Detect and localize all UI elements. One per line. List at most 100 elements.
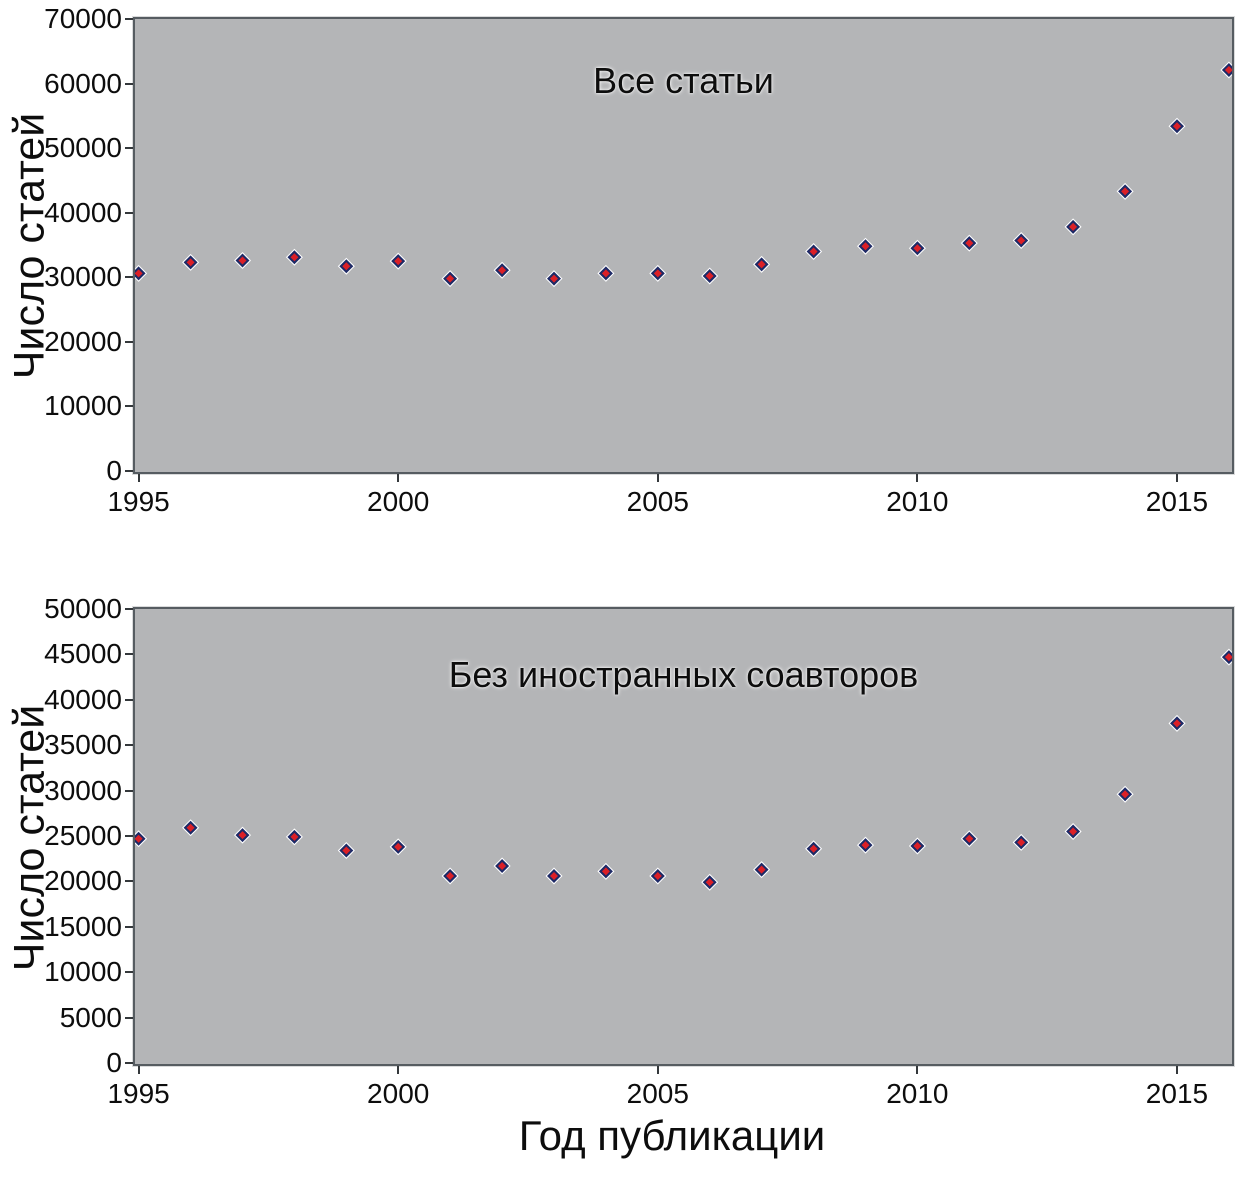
data-point-2008 bbox=[805, 243, 823, 260]
y-tick-mark bbox=[125, 789, 133, 792]
data-point-2002 bbox=[493, 261, 511, 279]
x-tick-label: 1995 bbox=[107, 486, 170, 517]
data-point-1999 bbox=[337, 257, 355, 275]
chart-title-bottom: Без иностранных соавторов bbox=[448, 654, 919, 695]
y-tick-mark bbox=[125, 340, 133, 343]
x-tick-mark bbox=[916, 1066, 919, 1074]
y-tick-mark bbox=[125, 1016, 133, 1019]
y-tick-mark bbox=[125, 608, 133, 610]
y-tick-label: 45000 bbox=[44, 638, 122, 670]
data-point-2005 bbox=[649, 867, 667, 885]
y-tick-mark bbox=[125, 211, 133, 214]
data-point-2015 bbox=[1168, 714, 1186, 732]
data-point-2014 bbox=[1116, 182, 1134, 200]
y-tick-label: 40000 bbox=[44, 196, 122, 228]
y-tick-mark bbox=[125, 698, 133, 701]
y-tick-mark bbox=[125, 470, 133, 472]
y-tick-label: 5000 bbox=[59, 1001, 122, 1033]
data-point-2009 bbox=[857, 836, 874, 854]
data-point-2005 bbox=[649, 264, 667, 282]
y-tick-mark bbox=[125, 971, 133, 974]
data-point-2016 bbox=[1220, 648, 1232, 666]
data-point-2013 bbox=[1064, 823, 1082, 840]
x-tick-label: 2005 bbox=[626, 486, 689, 517]
data-point-2006 bbox=[701, 873, 719, 891]
data-point-2009 bbox=[857, 237, 874, 255]
y-tick-label: 15000 bbox=[44, 910, 122, 942]
x-tick-label: 2000 bbox=[367, 486, 430, 517]
x-tick-label: 2010 bbox=[886, 486, 949, 517]
data-point-2006 bbox=[701, 267, 719, 285]
data-point-2003 bbox=[545, 270, 563, 288]
data-point-1997 bbox=[234, 826, 251, 844]
x-tick-mark bbox=[137, 1066, 140, 1074]
x-tick-mark bbox=[1175, 1066, 1178, 1074]
data-point-2012 bbox=[1012, 833, 1030, 851]
scatter-series-bottom bbox=[135, 648, 1232, 891]
data-point-1999 bbox=[337, 842, 355, 859]
data-point-2015 bbox=[1168, 117, 1186, 135]
x-tick-label: 1995 bbox=[107, 1078, 170, 1109]
data-point-2001 bbox=[441, 270, 459, 288]
y-tick-label: 20000 bbox=[44, 865, 122, 897]
y-tick-label: 50000 bbox=[44, 132, 122, 164]
x-tick-label: 2005 bbox=[626, 1078, 689, 1109]
data-point-2012 bbox=[1012, 232, 1030, 249]
y-tick-label: 10000 bbox=[44, 390, 122, 422]
data-point-2013 bbox=[1064, 218, 1082, 236]
y-tick-mark bbox=[125, 18, 133, 20]
y-tick-label: 50000 bbox=[44, 593, 122, 624]
x-tick-mark bbox=[656, 474, 659, 482]
data-point-2010 bbox=[908, 239, 926, 257]
x-tick-label: 2015 bbox=[1145, 1078, 1209, 1109]
y-tick-mark bbox=[125, 276, 133, 279]
y-tick-mark bbox=[125, 880, 133, 883]
x-tick-mark bbox=[1175, 474, 1178, 482]
data-point-2007 bbox=[753, 861, 771, 879]
data-point-2016 bbox=[1220, 61, 1232, 79]
data-point-2011 bbox=[960, 234, 978, 252]
data-point-2000 bbox=[389, 252, 407, 270]
x-tick-label: 2015 bbox=[1145, 486, 1209, 517]
y-tick-label: 25000 bbox=[44, 820, 122, 851]
data-point-2004 bbox=[597, 264, 615, 282]
data-point-2004 bbox=[597, 862, 615, 880]
data-point-2007 bbox=[753, 255, 771, 273]
y-tick-label: 20000 bbox=[44, 325, 122, 357]
y-tick-mark bbox=[125, 147, 133, 150]
x-tick-mark bbox=[397, 1066, 400, 1074]
data-point-2014 bbox=[1116, 785, 1134, 803]
y-tick-label: 0 bbox=[106, 1047, 122, 1078]
x-tick-label: 2000 bbox=[367, 1078, 430, 1109]
y-tick-mark bbox=[125, 653, 133, 656]
plot-area-bottom: Без иностранных соавторов bbox=[133, 607, 1234, 1066]
data-point-1998 bbox=[285, 828, 303, 846]
data-point-1997 bbox=[234, 252, 251, 269]
plot-area-top: Все статьи bbox=[133, 17, 1234, 474]
x-tick-mark bbox=[397, 474, 400, 482]
chart-title-top: Все статьи bbox=[593, 60, 774, 101]
y-tick-mark bbox=[125, 1062, 133, 1064]
x-tick-label: 2010 bbox=[886, 1078, 949, 1109]
data-point-2000 bbox=[389, 838, 407, 856]
y-tick-label: 30000 bbox=[44, 774, 122, 806]
data-point-2001 bbox=[441, 867, 459, 885]
y-tick-mark bbox=[125, 744, 133, 747]
y-tick-mark bbox=[125, 835, 133, 837]
y-tick-mark bbox=[125, 925, 133, 928]
data-point-2011 bbox=[960, 830, 978, 848]
data-point-1996 bbox=[182, 819, 200, 837]
y-tick-label: 10000 bbox=[44, 956, 122, 988]
y-tick-label: 0 bbox=[106, 455, 122, 486]
x-tick-mark bbox=[656, 1066, 659, 1074]
data-point-2002 bbox=[493, 857, 511, 875]
data-point-1995 bbox=[135, 264, 148, 282]
data-point-1998 bbox=[285, 248, 303, 266]
data-point-2008 bbox=[805, 840, 823, 858]
y-tick-mark bbox=[125, 82, 133, 85]
x-axis-label: Год публикации bbox=[518, 1112, 826, 1159]
scatter-series-top bbox=[135, 61, 1232, 288]
y-tick-label: 70000 bbox=[44, 3, 122, 34]
data-point-1995 bbox=[135, 830, 148, 848]
